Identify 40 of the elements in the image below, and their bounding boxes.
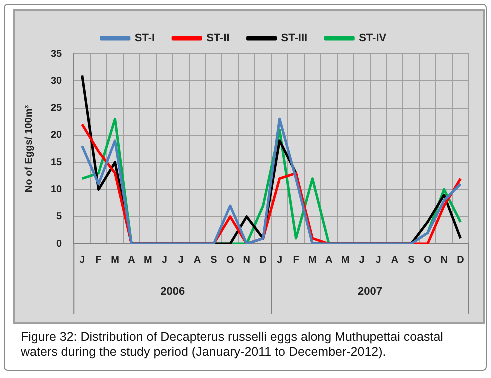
text: 2006 xyxy=(160,286,186,298)
y-tick-label: 35 xyxy=(51,48,63,60)
y-tick-label: 0 xyxy=(56,238,63,250)
x-tick-label: S xyxy=(408,254,416,266)
text: 2007 xyxy=(358,286,383,298)
x-tick-label: N xyxy=(440,254,448,266)
x-tick-label: M xyxy=(341,254,350,266)
x-tick-label: D xyxy=(457,254,464,266)
x-tick-label: A xyxy=(326,254,333,266)
x-tick-label: O xyxy=(424,254,432,266)
x-tick-label: F xyxy=(293,254,300,266)
x-tick-label: J xyxy=(178,254,184,266)
x-tick-label: N xyxy=(243,254,250,266)
x-tick-label: J xyxy=(359,254,365,266)
x-tick-label: J xyxy=(80,254,86,266)
x-tick-label: F xyxy=(96,254,102,266)
y-tick-label: 30 xyxy=(51,76,63,87)
x-tick-label: A xyxy=(128,254,136,266)
y-tick-label: 10 xyxy=(51,184,63,196)
y-tick-label: 5 xyxy=(56,212,63,223)
legend-label: ST-II xyxy=(206,32,230,45)
y-tick-label: 15 xyxy=(51,157,63,168)
x-tick-label: A xyxy=(391,254,399,266)
x-tick-label: M xyxy=(111,254,120,266)
y-tick-label: 25 xyxy=(51,103,63,114)
x-tick-label: M xyxy=(308,254,317,266)
x-tick-label: J xyxy=(277,254,283,266)
y-axis-title: No of Eggs/ 100m³ xyxy=(24,104,35,193)
text: Figure 32: Distribution of Decapterus russelli eggs along Muthupettai coastal waters during the study period (January-2011 to December-2012). xyxy=(21,330,444,360)
legend-label: ST-I xyxy=(134,32,156,45)
legend-label: ST-IV xyxy=(359,32,388,45)
x-tick-label: J xyxy=(162,254,168,266)
x-tick-label: M xyxy=(144,254,152,266)
legend-label: ST-III xyxy=(281,32,308,45)
y-tick-label: 20 xyxy=(51,130,63,142)
x-tick-label: S xyxy=(210,254,218,266)
x-tick-label: O xyxy=(226,254,235,266)
x-tick-label: D xyxy=(260,254,267,266)
x-tick-label: A xyxy=(194,254,202,266)
x-tick-label: J xyxy=(376,254,382,266)
